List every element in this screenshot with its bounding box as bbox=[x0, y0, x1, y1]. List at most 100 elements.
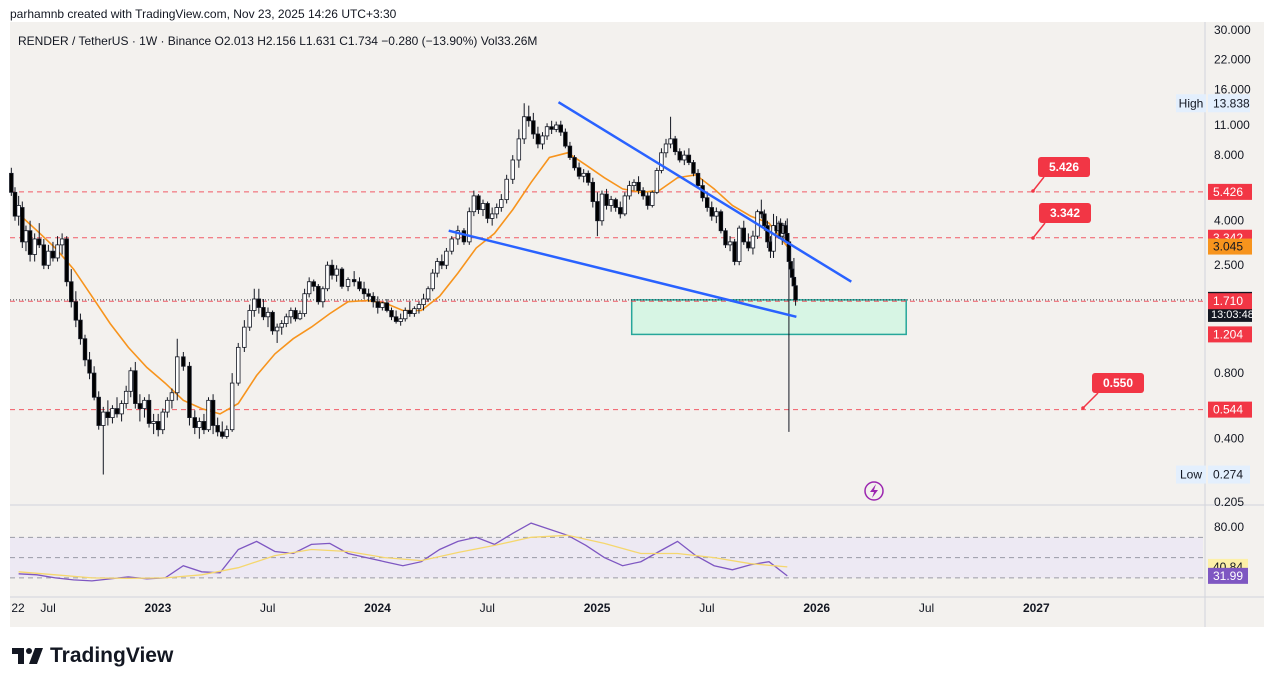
trendline[interactable] bbox=[557, 101, 852, 283]
price-tick-label: 0.800 bbox=[1214, 366, 1244, 380]
support-zone[interactable] bbox=[630, 299, 907, 336]
candle-body bbox=[380, 302, 385, 308]
candle-body bbox=[16, 205, 21, 217]
candle-body bbox=[449, 238, 454, 252]
ma-layer bbox=[18, 151, 788, 415]
zone-layer bbox=[630, 299, 907, 336]
candle-body bbox=[435, 261, 440, 274]
callout-badge[interactable] bbox=[1039, 203, 1091, 223]
candle-body bbox=[265, 311, 271, 318]
candle-body bbox=[645, 195, 650, 206]
candle-body bbox=[87, 359, 92, 374]
candle-body bbox=[206, 399, 211, 431]
candle-body bbox=[224, 429, 230, 437]
candle-body bbox=[793, 285, 798, 301]
candle-body bbox=[297, 313, 303, 320]
time-tick-label: 2027 bbox=[1023, 601, 1050, 615]
candle-body bbox=[160, 411, 165, 431]
candle-body bbox=[439, 261, 445, 266]
price-tick-label: 16.000 bbox=[1214, 83, 1251, 97]
candle-body bbox=[165, 399, 170, 413]
candle-body bbox=[572, 157, 577, 169]
candle-body bbox=[50, 250, 56, 259]
price-label-value: 1.204 bbox=[1213, 327, 1243, 341]
symbol-legend[interactable]: RENDER / TetherUS · 1W · Binance O2.013 … bbox=[18, 34, 538, 48]
candle-body bbox=[101, 411, 106, 426]
time-tick-label: 22 bbox=[11, 601, 25, 615]
candle-body bbox=[750, 235, 756, 249]
candle-body bbox=[608, 199, 614, 206]
candle-body bbox=[590, 181, 596, 202]
brand-name: TradingView bbox=[50, 644, 174, 667]
candle-body bbox=[659, 152, 664, 171]
candle-body bbox=[461, 230, 467, 243]
candle-body bbox=[345, 279, 351, 287]
candle-body bbox=[351, 279, 357, 283]
candle-body bbox=[236, 346, 241, 384]
candle-body bbox=[732, 241, 737, 262]
candle-body bbox=[339, 268, 345, 287]
candle-body bbox=[444, 250, 449, 266]
candle-body bbox=[96, 396, 101, 426]
callout-anchor bbox=[1031, 189, 1035, 193]
candle-body bbox=[181, 356, 186, 367]
level-price-label[interactable] bbox=[1208, 401, 1252, 418]
candle-body bbox=[306, 281, 312, 295]
trendline-layer bbox=[448, 101, 852, 319]
rsi-value-label[interactable] bbox=[1208, 567, 1248, 584]
rsi-line[interactable] bbox=[18, 522, 788, 582]
candle-body bbox=[32, 238, 37, 255]
callout-badge[interactable] bbox=[1092, 373, 1144, 393]
candle-body bbox=[119, 403, 124, 415]
ma-price-label[interactable] bbox=[1208, 238, 1252, 255]
candle-body bbox=[636, 181, 641, 191]
candle-body bbox=[421, 298, 426, 305]
candle-body bbox=[69, 281, 74, 303]
candle-body bbox=[595, 201, 600, 222]
candle-body bbox=[242, 326, 247, 348]
callout-value: 3.342 bbox=[1050, 206, 1080, 220]
rsi-layer bbox=[10, 522, 1203, 582]
candle-body bbox=[398, 318, 403, 322]
candle-body bbox=[46, 250, 51, 266]
candle-body bbox=[521, 116, 527, 140]
axis-layer: 30.000 22.000 16.000 11.000 8.000 4.000 2.500 0… bbox=[11, 23, 1251, 615]
candle-body bbox=[37, 238, 42, 246]
candle-body bbox=[366, 293, 371, 297]
candle-body bbox=[485, 203, 490, 219]
lightning-icon[interactable] bbox=[864, 481, 884, 501]
candle-body bbox=[412, 308, 417, 314]
candle-body bbox=[229, 382, 235, 431]
level-price-label[interactable] bbox=[1208, 183, 1252, 200]
trendline[interactable] bbox=[448, 229, 797, 319]
candle-body bbox=[302, 293, 307, 314]
candle-body bbox=[128, 370, 133, 392]
price-label-value: 5.426 bbox=[1213, 185, 1243, 199]
candle-body bbox=[576, 167, 582, 177]
candle-body bbox=[247, 310, 252, 328]
candle-body bbox=[613, 199, 618, 208]
candle-body bbox=[581, 172, 586, 177]
level-price-label[interactable] bbox=[1208, 326, 1252, 343]
candle-body bbox=[27, 230, 33, 255]
price-tick-label: 0.205 bbox=[1214, 495, 1244, 509]
callout-pointer bbox=[1032, 176, 1045, 192]
candle-body bbox=[499, 199, 504, 208]
candle-body bbox=[123, 390, 129, 404]
moving-average-line[interactable] bbox=[18, 151, 788, 415]
candle-body bbox=[627, 185, 632, 197]
candle-body bbox=[682, 154, 687, 161]
callouts-layer: 5.426 3.342 0.550 bbox=[1031, 157, 1144, 410]
candle-body bbox=[677, 151, 682, 161]
level-price-label[interactable] bbox=[1208, 293, 1252, 310]
rsi-ma-line[interactable] bbox=[18, 534, 788, 580]
tradingview-brand[interactable]: TradingView bbox=[10, 644, 173, 668]
candle-body bbox=[631, 181, 637, 186]
callout-value: 0.550 bbox=[1103, 376, 1133, 390]
candle-body bbox=[741, 227, 746, 243]
callout-badge[interactable] bbox=[1038, 157, 1090, 177]
extreme-value-box bbox=[1208, 94, 1250, 113]
rsi-value-text: 31.99 bbox=[1213, 569, 1243, 583]
price-label-value: 1.710 bbox=[1213, 294, 1243, 308]
